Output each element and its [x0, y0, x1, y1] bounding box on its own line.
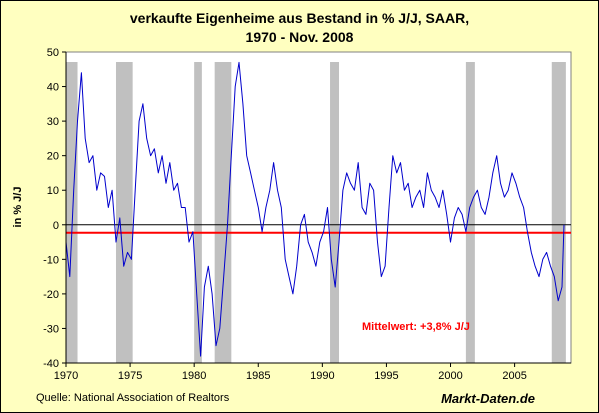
y-tick-label: 10 [47, 185, 59, 197]
recession-band-4 [330, 62, 340, 363]
x-tick-label: 1980 [182, 370, 206, 382]
x-tick-label: 2000 [438, 370, 462, 382]
y-tick-label: 20 [47, 151, 59, 163]
y-tick-label: -10 [43, 254, 59, 266]
recession-band-2 [194, 62, 202, 363]
recession-band-0 [66, 62, 78, 363]
recession-band-3 [214, 62, 232, 363]
title-line-2: 1970 - Nov. 2008 [245, 29, 354, 45]
plot-area [65, 51, 572, 364]
y-tick-label: 30 [47, 116, 59, 128]
source-note: Quelle: National Association of Realtors [36, 392, 230, 404]
y-tick-label: 50 [47, 47, 59, 59]
x-tick-label: 1970 [54, 370, 78, 382]
x-tick-label: 1975 [118, 370, 142, 382]
x-tick-label: 1995 [374, 370, 398, 382]
recession-band-1 [115, 62, 133, 363]
y-tick-label: 0 [53, 220, 59, 232]
x-axis: 1970 1975 1980 1985 1990 1995 2000 2005 [54, 362, 571, 382]
x-tick-label: 1990 [310, 370, 334, 382]
brand-name: Markt-Daten.de [441, 391, 535, 406]
recession-bands [66, 62, 566, 363]
x-tick-label: 2005 [502, 370, 526, 382]
series-line [65, 61, 565, 357]
y-tick-label: -40 [43, 358, 59, 370]
recession-band-5 [465, 62, 475, 363]
y-tick-label: -20 [43, 289, 59, 301]
title-line-1: verkaufte Eigenheime aus Bestand in % J/… [129, 10, 470, 26]
x-tick-label: 1985 [246, 370, 270, 382]
y-axis-label: in % J/J [12, 187, 24, 228]
y-tick-label: 40 [47, 82, 59, 94]
y-tick-label: -30 [43, 323, 59, 335]
chart-title: verkaufte Eigenheime aus Bestand in % J/… [0, 9, 599, 47]
recession-band-6 [551, 62, 566, 363]
y-axis: -40 -30 -20 -10 0 10 20 30 40 50 [43, 47, 67, 370]
average-label: Mittelwert: +3,8% J/J [362, 321, 470, 333]
